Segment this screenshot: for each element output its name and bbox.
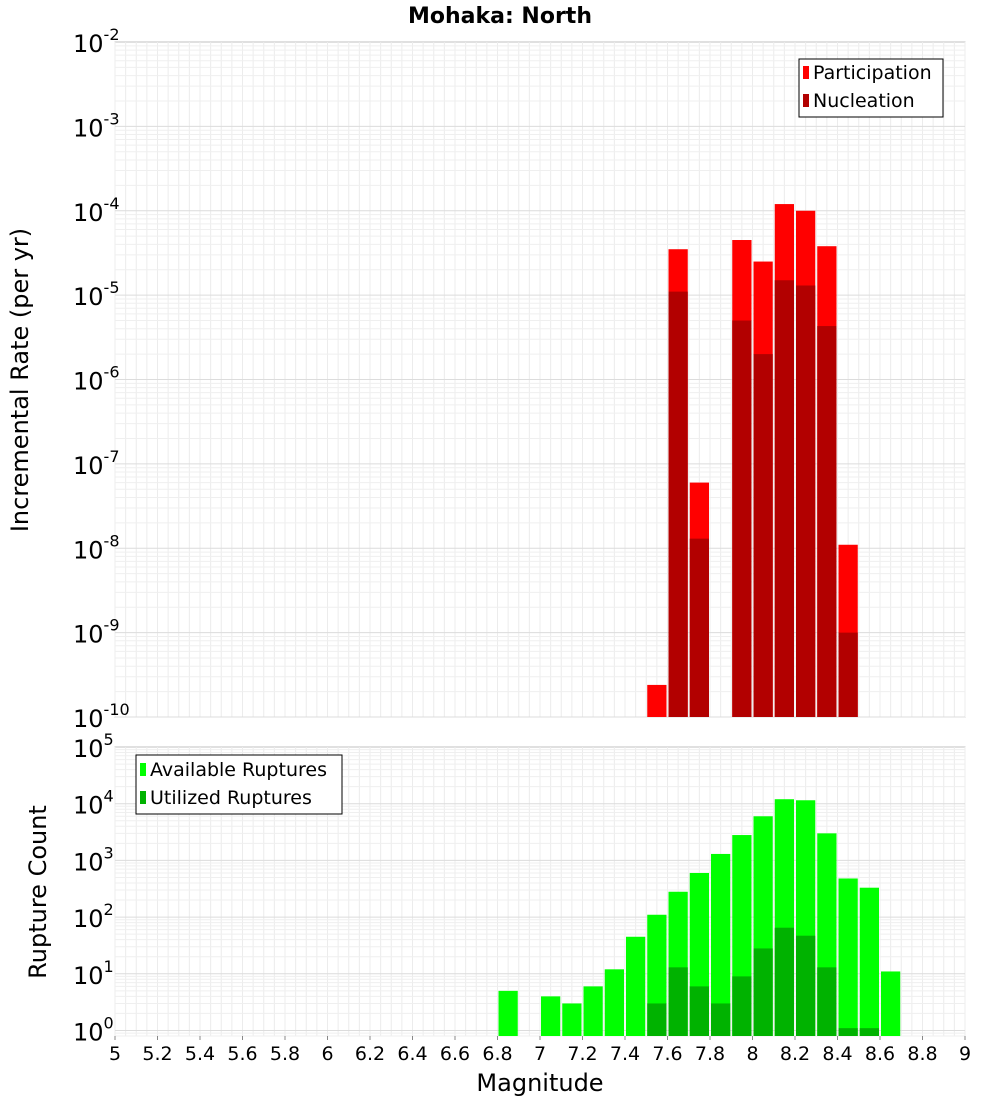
y-tick-label: 104 — [73, 787, 114, 820]
x-tick-label: 6.4 — [397, 1043, 427, 1065]
legend-label-available: Available Ruptures — [150, 759, 327, 781]
legend-label-participation: Participation — [813, 62, 932, 84]
y-tick-label: 105 — [73, 730, 114, 763]
x-tick-label: 5.8 — [270, 1043, 300, 1065]
count-y-tick-labels: 105 104 103 102 101 100 — [73, 730, 114, 1047]
legend-swatch-participation — [803, 66, 809, 79]
rate-legend: Participation Nucleation — [798, 58, 944, 118]
count-y-axis-label: Rupture Count — [24, 805, 52, 979]
x-tick-label: 7.2 — [567, 1043, 597, 1065]
y-tick-label: 10-10 — [73, 700, 130, 733]
y-tick-label: 10-5 — [73, 278, 120, 311]
bar-nucleation — [838, 632, 858, 717]
legend-swatch-utilized — [140, 791, 146, 804]
y-tick-label: 10-3 — [73, 109, 120, 142]
x-tick-label: 6.2 — [355, 1043, 385, 1065]
legend-label-utilized: Utilized Ruptures — [150, 787, 312, 809]
y-tick-label: 10-4 — [73, 194, 120, 227]
x-tick-label: 7 — [534, 1043, 546, 1065]
y-tick-label: 100 — [73, 1014, 114, 1047]
y-tick-label: 10-7 — [73, 447, 120, 480]
rate-bars — [647, 204, 858, 718]
count-legend: Available Ruptures Utilized Ruptures — [135, 754, 343, 815]
bar-nucleation — [796, 285, 816, 717]
bar-available-ruptures — [881, 971, 901, 1036]
x-tick-label: 6.8 — [482, 1043, 512, 1065]
bar-nucleation — [668, 291, 688, 717]
rate-y-axis-label: Incremental Rate (per yr) — [6, 228, 34, 532]
bar-utilized-ruptures — [859, 1028, 879, 1036]
bar-participation — [647, 684, 667, 717]
bar-nucleation — [753, 354, 773, 717]
legend-swatch-nucleation — [803, 94, 809, 107]
x-tick-label: 7.6 — [652, 1043, 682, 1065]
y-tick-label: 10-9 — [73, 616, 120, 649]
bar-utilized-ruptures — [774, 927, 794, 1036]
bar-utilized-ruptures — [753, 948, 773, 1036]
bar-available-ruptures — [859, 887, 879, 1036]
chart-title: Mohaka: North — [408, 4, 592, 29]
y-tick-label: 103 — [73, 843, 114, 876]
count-bars — [498, 799, 901, 1036]
bar-nucleation — [732, 320, 752, 717]
bar-utilized-ruptures — [817, 967, 837, 1036]
x-tick-label: 9 — [959, 1043, 971, 1065]
x-tick-label: 8 — [746, 1043, 758, 1065]
bar-utilized-ruptures — [689, 986, 709, 1036]
bar-available-ruptures — [604, 969, 624, 1036]
rate-panel: 10-2 10-3 10-4 10-5 10-6 10-7 10-8 10-9 10-10 In… — [6, 25, 966, 733]
bar-utilized-ruptures — [647, 1003, 667, 1036]
bar-utilized-ruptures — [838, 1028, 858, 1036]
x-tick-label: 5.6 — [227, 1043, 257, 1065]
bar-utilized-ruptures — [732, 976, 752, 1036]
bar-available-ruptures — [838, 878, 858, 1036]
x-tick-label: 8.2 — [780, 1043, 810, 1065]
x-tick-label: 5 — [109, 1043, 121, 1065]
x-tick-label: 6.6 — [440, 1043, 470, 1065]
y-tick-label: 10-6 — [73, 363, 120, 396]
x-tick-label: 6 — [321, 1043, 333, 1065]
bar-nucleation — [817, 326, 837, 717]
bar-utilized-ruptures — [796, 935, 816, 1036]
bar-utilized-ruptures — [668, 967, 688, 1036]
y-tick-label: 10-2 — [73, 25, 120, 58]
bar-utilized-ruptures — [711, 1003, 731, 1036]
x-tick-label: 7.4 — [610, 1043, 640, 1065]
legend-swatch-available — [140, 763, 146, 776]
bar-available-ruptures — [583, 986, 603, 1036]
x-tick-label: 8.4 — [822, 1043, 852, 1065]
rate-gridlines — [114, 42, 966, 718]
y-tick-label: 10-8 — [73, 531, 120, 564]
count-panel: 105 104 103 102 101 100 5 5.2 5.4 5.6 5.8 6 6.2 6.4 6… — [24, 730, 971, 1097]
x-axis-label: Magnitude — [476, 1069, 603, 1097]
x-tick-label: 8.8 — [907, 1043, 937, 1065]
bar-available-ruptures — [711, 853, 731, 1036]
x-tick-label: 7.8 — [695, 1043, 725, 1065]
x-tick-label: 5.4 — [185, 1043, 215, 1065]
bar-nucleation — [774, 280, 794, 717]
y-tick-label: 101 — [73, 957, 114, 990]
x-tick-label: 5.2 — [142, 1043, 172, 1065]
bar-available-ruptures — [626, 936, 646, 1036]
bar-available-ruptures — [498, 990, 518, 1036]
bar-available-ruptures — [562, 1003, 582, 1036]
rate-y-tick-labels: 10-2 10-3 10-4 10-5 10-6 10-7 10-8 10-9 10-10 — [73, 25, 130, 733]
x-tick-label: 8.6 — [865, 1043, 895, 1065]
rate-legend-box — [798, 58, 944, 118]
legend-label-nucleation: Nucleation — [813, 90, 915, 112]
bar-nucleation — [689, 538, 709, 717]
count-legend-box — [135, 754, 343, 815]
bar-available-ruptures — [541, 996, 561, 1036]
y-tick-label: 102 — [73, 900, 114, 933]
x-tick-labels: 5 5.2 5.4 5.6 5.8 6 6.2 6.4 6.6 6.8 7 7.2 7.4 7.6 7.8 8… — [109, 1036, 971, 1065]
